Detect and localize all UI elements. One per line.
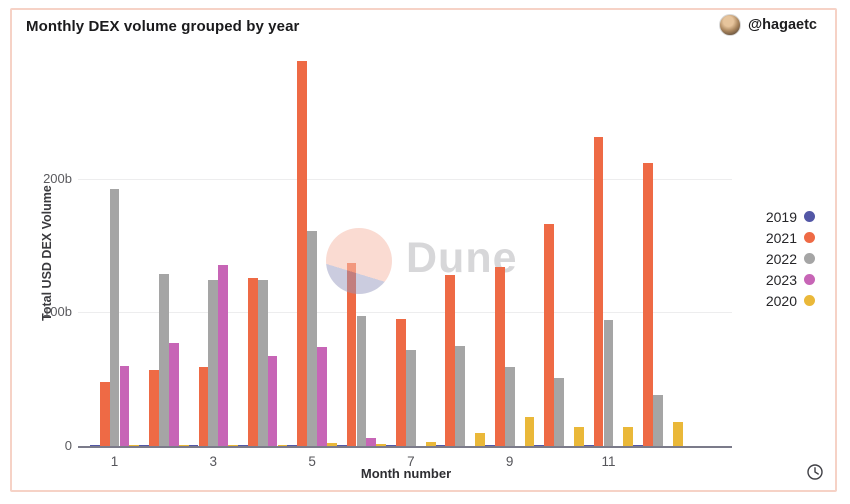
legend-color-dot	[804, 295, 815, 306]
dune-watermark-logo-icon	[326, 228, 392, 294]
bar-2022-month-6[interactable]	[356, 316, 367, 446]
x-tick-label: 1	[110, 454, 119, 469]
bar-2019-month-10[interactable]	[534, 444, 545, 446]
bar-2019-month-5[interactable]	[287, 444, 298, 446]
bar-2022-month-2[interactable]	[159, 273, 169, 446]
bar-2022-month-9[interactable]	[504, 367, 515, 446]
bar-2023-month-1[interactable]	[119, 365, 130, 447]
legend-label: 2021	[765, 229, 797, 246]
legend-item-2019[interactable]: 2019	[766, 206, 815, 227]
legend-color-dot	[804, 253, 815, 264]
legend-item-2023[interactable]: 2023	[766, 269, 815, 290]
x-tick-label: 11	[601, 454, 616, 469]
bar-2019-month-4[interactable]	[237, 444, 248, 446]
bar-2020-month-2[interactable]	[178, 444, 189, 446]
bar-2020-month-8[interactable]	[475, 432, 486, 446]
bar-2022-month-5[interactable]	[307, 230, 318, 446]
bar-2021-month-5[interactable]	[297, 60, 308, 446]
chart-card: Monthly DEX volume grouped by year @haga…	[10, 8, 837, 492]
bar-2019-month-12[interactable]	[633, 444, 643, 446]
legend-label: 2020	[765, 292, 797, 309]
legend-label: 2023	[765, 271, 797, 288]
avatar	[719, 14, 742, 36]
bar-2022-month-8[interactable]	[455, 345, 466, 446]
legend-item-2020[interactable]: 2020	[766, 290, 815, 311]
gridline-200b	[78, 178, 732, 180]
legend-label: 2022	[765, 250, 797, 267]
bar-2021-month-6[interactable]	[346, 262, 357, 446]
author-handle[interactable]: @hagaetc	[748, 17, 817, 33]
bar-2021-month-1[interactable]	[99, 381, 110, 446]
legend-item-2021[interactable]: 2021	[766, 227, 815, 248]
bar-2020-month-9[interactable]	[524, 416, 535, 446]
y-tick-label: 0	[64, 438, 72, 453]
bar-2022-month-10[interactable]	[554, 377, 564, 446]
bar-2022-month-11[interactable]	[603, 320, 614, 446]
bar-2022-month-1[interactable]	[109, 189, 120, 446]
legend-color-dot	[804, 211, 815, 222]
bar-2022-month-12[interactable]	[652, 395, 663, 446]
bar-2023-month-4[interactable]	[267, 356, 278, 446]
chart-title: Monthly DEX volume grouped by year	[26, 18, 300, 35]
bar-2022-month-4[interactable]	[257, 280, 268, 446]
gridline-100b	[78, 312, 732, 314]
bar-2019-month-6[interactable]	[336, 444, 347, 446]
bar-2020-month-7[interactable]	[425, 442, 436, 446]
bar-2020-month-5[interactable]	[327, 443, 337, 446]
bar-2023-month-6[interactable]	[366, 438, 377, 446]
bar-2023-month-3[interactable]	[218, 265, 229, 446]
bar-2019-month-11[interactable]	[583, 444, 594, 446]
bar-2021-month-11[interactable]	[593, 137, 604, 446]
x-tick-label: 9	[505, 454, 514, 469]
bar-2022-month-3[interactable]	[208, 280, 219, 446]
bar-2019-month-3[interactable]	[188, 444, 199, 446]
author-badge[interactable]: @hagaetc	[719, 14, 817, 36]
x-tick-label: 7	[407, 454, 415, 469]
bar-2021-month-7[interactable]	[396, 318, 406, 446]
bar-2020-month-3[interactable]	[228, 444, 239, 446]
bar-2020-month-4[interactable]	[277, 444, 288, 446]
y-tick-label: 200b	[43, 170, 72, 186]
bar-2021-month-12[interactable]	[643, 162, 653, 446]
bar-2020-month-1[interactable]	[129, 444, 140, 446]
bar-2019-month-8[interactable]	[435, 444, 446, 446]
legend-color-dot	[804, 274, 815, 285]
bar-2021-month-3[interactable]	[198, 367, 209, 446]
legend-label: 2019	[765, 208, 797, 225]
bar-2023-month-2[interactable]	[168, 343, 179, 446]
bar-2021-month-10[interactable]	[544, 224, 555, 446]
bar-2020-month-12[interactable]	[672, 421, 683, 446]
y-tick-label: 100b	[43, 304, 72, 320]
bar-2019-month-2[interactable]	[139, 444, 150, 446]
bar-2019-month-7[interactable]	[386, 444, 396, 446]
x-tick-label: 5	[308, 454, 316, 469]
clock-icon[interactable]	[806, 463, 824, 481]
bar-2021-month-9[interactable]	[494, 266, 505, 446]
x-axis-line	[78, 446, 732, 448]
bar-2021-month-8[interactable]	[445, 274, 456, 446]
bar-2020-month-11[interactable]	[623, 427, 634, 446]
bar-2022-month-7[interactable]	[405, 349, 416, 446]
bar-2019-month-1[interactable]	[89, 444, 100, 446]
x-tick-label: 3	[209, 454, 218, 469]
bar-2021-month-2[interactable]	[149, 369, 159, 446]
x-axis-title: Month number	[360, 466, 452, 481]
bar-2020-month-6[interactable]	[376, 444, 387, 446]
bar-2021-month-4[interactable]	[247, 277, 258, 446]
legend-item-2022[interactable]: 2022	[766, 248, 815, 269]
chart-legend: 2019 2021 2022 2023 2020	[766, 206, 815, 311]
bar-2020-month-10[interactable]	[573, 427, 584, 446]
legend-color-dot	[804, 232, 815, 243]
bar-2023-month-5[interactable]	[317, 347, 327, 446]
bar-2019-month-9[interactable]	[484, 444, 495, 446]
